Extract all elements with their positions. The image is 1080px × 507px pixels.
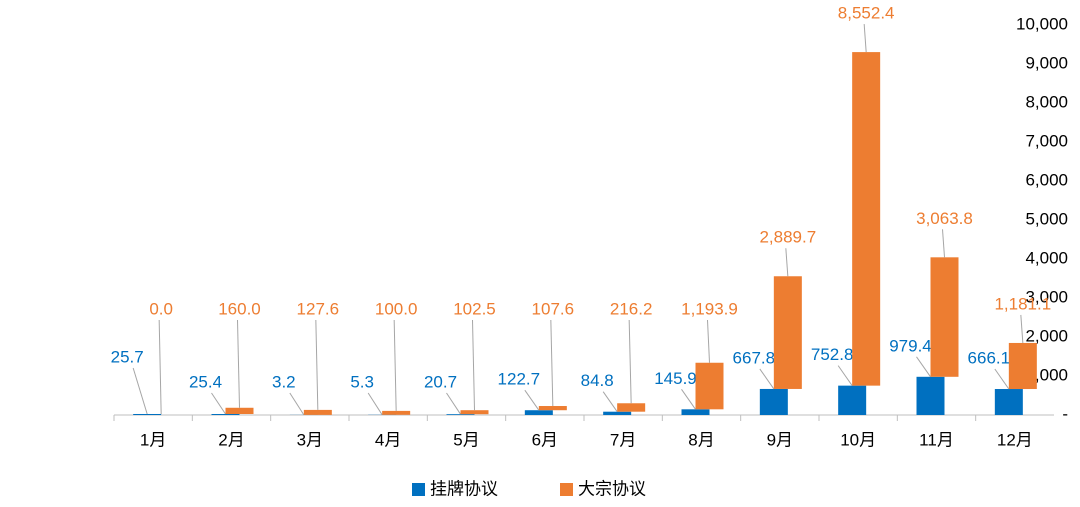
- data-label: 25.4: [189, 372, 222, 391]
- y-tick-label: -: [1062, 404, 1068, 423]
- y-tick-label: 3,000: [1025, 287, 1068, 306]
- data-label: 107.6: [532, 299, 575, 318]
- legend-swatch: [412, 483, 425, 496]
- data-label: 25.7: [111, 347, 144, 366]
- leader-line: [994, 368, 1010, 390]
- bar: [225, 407, 254, 415]
- leader-line: [628, 319, 632, 404]
- data-label: 2,889.7: [759, 228, 816, 247]
- leader-line: [916, 356, 931, 378]
- bar: [759, 388, 788, 415]
- data-label: 3.2: [272, 372, 296, 391]
- bar: [852, 52, 881, 386]
- bar: [303, 409, 332, 415]
- data-label: 20.7: [424, 372, 457, 391]
- bar: [211, 414, 240, 415]
- data-label: 1,193.9: [681, 299, 738, 318]
- bar: [930, 257, 959, 377]
- leader-line: [550, 319, 554, 407]
- leader-line: [759, 368, 775, 390]
- y-tick-label: 5,000: [1025, 209, 1068, 228]
- y-tick-label: 6,000: [1025, 170, 1068, 189]
- bar: [446, 414, 475, 415]
- bar: [994, 389, 1023, 415]
- leader-line: [289, 392, 305, 416]
- leader-line: [1020, 314, 1024, 343]
- leader-line: [393, 319, 397, 411]
- bar: [524, 410, 553, 415]
- y-tick-label: 8,000: [1025, 92, 1068, 111]
- leader-line: [367, 392, 383, 416]
- data-label: 8,552.4: [838, 4, 895, 23]
- leader-line: [785, 248, 789, 277]
- data-label: 979.4: [889, 336, 932, 355]
- data-label: 127.6: [297, 299, 340, 318]
- y-tick-label: 9,000: [1025, 53, 1068, 72]
- data-label: 667.8: [733, 348, 776, 367]
- leader-line: [707, 319, 710, 363]
- data-label: 752.8: [811, 345, 854, 364]
- x-tick-label: 10月: [840, 430, 876, 449]
- data-label: 122.7: [498, 370, 541, 389]
- bar: [538, 406, 567, 411]
- y-tick-label: 7,000: [1025, 131, 1068, 150]
- x-tick-label: 8月: [688, 430, 714, 449]
- leader-line: [132, 367, 148, 415]
- x-tick-label: 2月: [218, 430, 244, 449]
- data-label: 84.8: [581, 371, 614, 390]
- data-label: 145.9: [654, 369, 697, 388]
- legend-swatch: [560, 483, 573, 496]
- x-tick-label: 12月: [997, 430, 1033, 449]
- leader-line: [315, 319, 319, 410]
- leader-line: [237, 319, 240, 408]
- bar: [133, 413, 162, 415]
- leader-line: [472, 319, 475, 411]
- y-tick-label: 10,000: [1016, 14, 1068, 33]
- y-tick-label: 2,000: [1025, 326, 1068, 345]
- data-label: 0.0: [149, 299, 173, 318]
- leader-line: [524, 389, 540, 411]
- legend-label: 大宗协议: [578, 479, 646, 498]
- leader-line: [863, 24, 867, 53]
- bar: [681, 409, 710, 415]
- leader-line: [942, 229, 945, 258]
- bar: [773, 276, 802, 389]
- x-tick-label: 5月: [453, 430, 479, 449]
- bar: [603, 411, 632, 415]
- leader-line: [158, 319, 162, 415]
- x-tick-label: 9月: [767, 430, 793, 449]
- data-label: 216.2: [610, 299, 653, 318]
- leader-line: [602, 391, 618, 412]
- x-tick-label: 3月: [297, 430, 323, 449]
- data-label: 3,063.8: [916, 209, 973, 228]
- bar: [382, 410, 411, 415]
- leader-line: [211, 392, 226, 415]
- bar: [617, 403, 646, 412]
- data-label: 102.5: [453, 299, 496, 318]
- x-tick-label: 7月: [610, 430, 636, 449]
- bar: [695, 362, 724, 410]
- data-label: 160.0: [218, 299, 261, 318]
- data-label: 5.3: [350, 372, 374, 391]
- leader-line: [681, 389, 696, 410]
- data-label: 100.0: [375, 299, 418, 318]
- x-tick-label: 1月: [140, 430, 166, 449]
- bar: [916, 376, 945, 415]
- data-label: 1,181.1: [994, 294, 1051, 313]
- leader-line: [446, 392, 461, 415]
- leader-line: [837, 365, 853, 386]
- y-tick-label: 4,000: [1025, 248, 1068, 267]
- bar: [838, 385, 867, 415]
- x-tick-label: 4月: [375, 430, 401, 449]
- bar: [1008, 342, 1037, 390]
- data-label: 666.1: [968, 349, 1011, 368]
- x-tick-label: 6月: [532, 430, 558, 449]
- legend-label: 挂牌协议: [430, 479, 498, 498]
- bar: [460, 410, 489, 415]
- x-tick-label: 11月: [919, 430, 954, 449]
